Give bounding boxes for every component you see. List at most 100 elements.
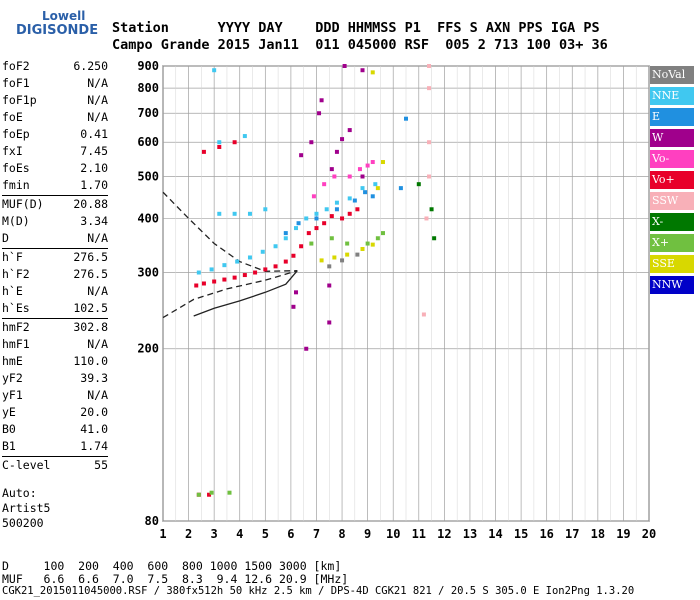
data-point <box>347 196 352 201</box>
y-tick-label: 200 <box>137 342 159 356</box>
data-point <box>196 270 201 275</box>
x-tick-label: 5 <box>262 527 269 541</box>
data-point <box>294 226 299 231</box>
param-value: N/A <box>87 388 108 402</box>
param-key: yE <box>2 405 16 419</box>
data-point <box>427 64 432 68</box>
auto-line3: 500200 <box>2 516 44 530</box>
data-point <box>334 149 339 154</box>
data-point <box>355 207 360 212</box>
data-point <box>370 70 375 75</box>
param-key: hmF1 <box>2 337 30 351</box>
data-point <box>317 111 322 116</box>
data-point <box>380 231 385 236</box>
data-point <box>304 346 309 351</box>
data-point <box>347 128 352 133</box>
data-point <box>291 304 296 309</box>
data-point <box>363 190 368 195</box>
y-tick-label: 700 <box>137 106 159 120</box>
x-tick-label: 14 <box>488 527 502 541</box>
data-point <box>296 221 301 226</box>
data-point <box>329 236 334 241</box>
footer-row1: D 100 200 400 600 800 1000 1500 3000 [km… <box>2 559 342 573</box>
x-tick-label: 2 <box>185 527 192 541</box>
x-tick-label: 3 <box>211 527 218 541</box>
param-value: N/A <box>87 231 108 245</box>
data-point <box>370 194 375 199</box>
data-point <box>352 198 357 203</box>
data-point <box>327 264 332 269</box>
data-point <box>253 270 258 275</box>
param-row: MUF(D) 20.88 <box>2 196 108 213</box>
data-point <box>334 200 339 205</box>
data-point <box>373 182 378 187</box>
data-point <box>273 244 278 249</box>
param-key: B1 <box>2 439 16 453</box>
data-point <box>263 267 268 272</box>
data-point <box>222 277 227 282</box>
data-point <box>209 490 214 495</box>
param-key: h`Es <box>2 301 30 315</box>
data-point <box>247 255 252 260</box>
logo-line1: Lowell <box>42 9 86 23</box>
param-row: fxI 7.45 <box>2 143 108 160</box>
param-value: 276.5 <box>73 250 108 264</box>
data-point <box>283 259 288 264</box>
param-key: MUF(D) <box>2 197 44 211</box>
data-point <box>324 207 329 212</box>
data-point <box>314 216 319 221</box>
legend-item: NNE <box>650 87 694 105</box>
profile-line <box>162 270 298 319</box>
data-point <box>334 207 339 212</box>
y-tick-label: 600 <box>137 135 159 149</box>
param-key: foF2 <box>2 59 30 73</box>
param-value: 6.250 <box>73 59 108 73</box>
x-tick-label: 18 <box>591 527 605 541</box>
param-row: h`F 276.5 <box>2 249 108 266</box>
data-point <box>424 216 429 221</box>
data-point <box>260 249 265 254</box>
data-point <box>273 264 278 269</box>
data-point <box>416 182 421 187</box>
legend: NoVal NNE E W Vo- Vo+ SSW X- X+ SSE NNW <box>650 66 694 297</box>
y-tick-label: 500 <box>137 169 159 183</box>
x-tick-label: 13 <box>463 527 477 541</box>
data-point <box>209 267 214 272</box>
legend-item: NoVal <box>650 66 694 84</box>
param-row: h`F2 276.5 <box>2 266 108 283</box>
x-tick-label: 7 <box>313 527 320 541</box>
param-value: 1.74 <box>80 439 108 453</box>
y-tick-label: 800 <box>137 81 159 95</box>
param-value: N/A <box>87 337 108 351</box>
data-point <box>375 236 380 241</box>
data-point <box>327 320 332 325</box>
data-point <box>357 167 362 172</box>
param-row: B1 1.74 <box>2 438 108 455</box>
data-point <box>340 137 345 142</box>
param-row: B0 41.0 <box>2 421 108 438</box>
legend-item: NNW <box>650 276 694 294</box>
param-value: 7.45 <box>80 144 108 158</box>
header-row1: Station YYYY DAY DDD HHMMSS P1 FFS S AXN… <box>112 20 600 36</box>
data-point <box>217 140 222 145</box>
x-tick-label: 11 <box>412 527 426 541</box>
data-point <box>314 211 319 216</box>
param-key: h`E <box>2 284 23 298</box>
param-value: 102.5 <box>73 301 108 315</box>
param-row: foEs 2.10 <box>2 160 108 177</box>
data-point <box>429 207 434 212</box>
x-tick-label: 8 <box>338 527 345 541</box>
data-point <box>329 167 334 172</box>
param-key: fxI <box>2 144 23 158</box>
data-point <box>309 241 314 246</box>
param-key: foE <box>2 110 23 124</box>
param-row: hmF2 302.8 <box>2 319 108 336</box>
data-point <box>306 231 311 236</box>
data-point <box>345 252 350 257</box>
legend-item: W <box>650 129 694 147</box>
param-key: yF2 <box>2 371 23 385</box>
data-point <box>311 194 316 199</box>
param-key: hmE <box>2 354 23 368</box>
param-key: foEp <box>2 127 30 141</box>
data-point <box>355 252 360 257</box>
